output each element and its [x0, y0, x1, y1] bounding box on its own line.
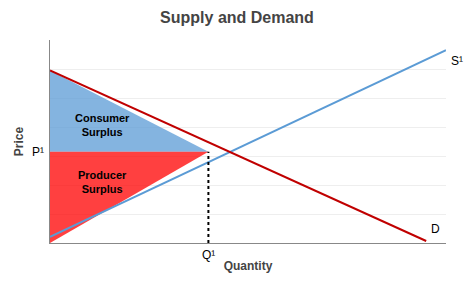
- svg-text:D: D: [431, 222, 440, 236]
- svg-text:Q¹: Q¹: [202, 248, 215, 262]
- svg-text:Supply and Demand: Supply and Demand: [160, 9, 314, 26]
- svg-text:ConsumerSurplus: ConsumerSurplus: [75, 112, 130, 138]
- svg-text:S¹: S¹: [451, 54, 463, 68]
- svg-text:Price: Price: [12, 126, 26, 156]
- svg-text:Quantity: Quantity: [224, 259, 273, 273]
- svg-text:ProducerSurplus: ProducerSurplus: [78, 169, 127, 195]
- svg-text:P¹: P¹: [32, 145, 44, 159]
